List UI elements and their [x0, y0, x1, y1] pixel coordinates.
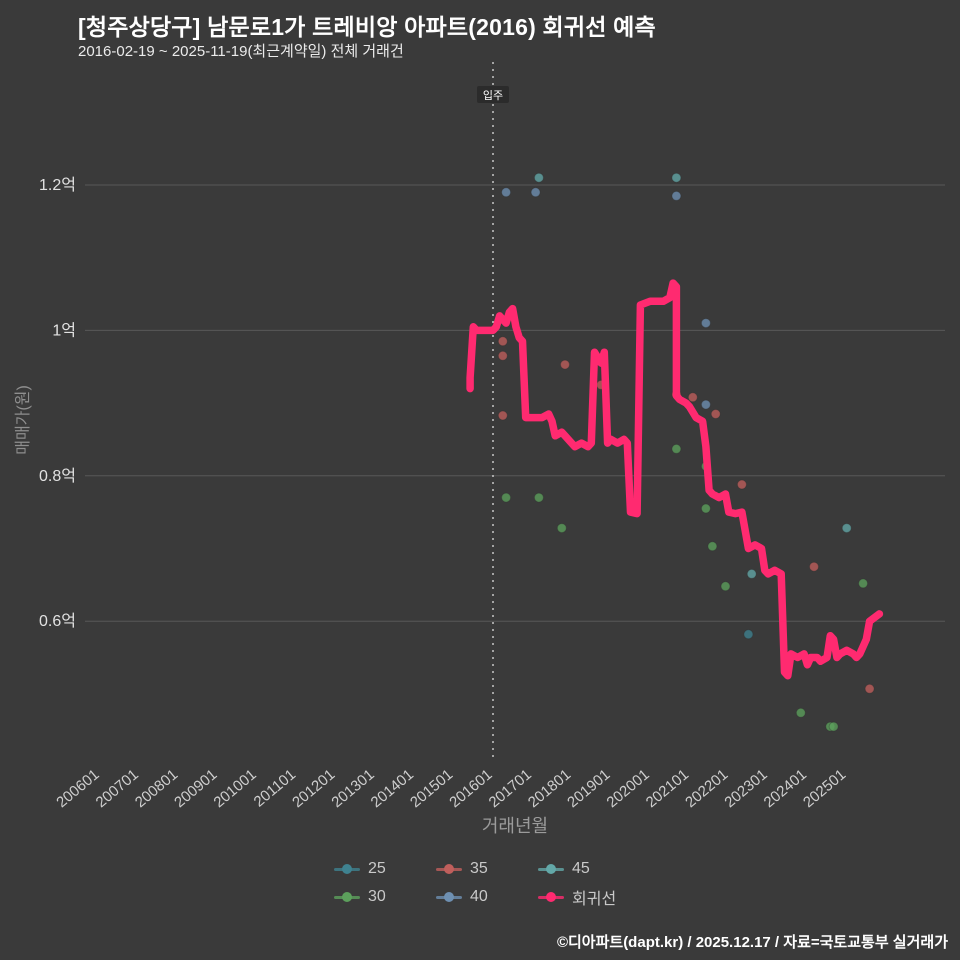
scatter-point-45 [746, 568, 757, 579]
x-axis-title: 거래년월 [482, 816, 548, 836]
legend: 25 35 45 30 40 회귀선 [0, 860, 960, 909]
legend-item-40: 40 [436, 885, 524, 909]
x-tick-label: 200701 [93, 766, 142, 811]
y-tick-label: 1억 [52, 321, 76, 339]
x-tick-label: 201801 [525, 766, 574, 811]
legend-label: 30 [368, 888, 386, 905]
scatter-point-40 [530, 187, 541, 198]
scatter-point-40 [501, 187, 512, 198]
x-tick-label: 200901 [171, 766, 220, 811]
legend-marker-icon [436, 891, 462, 904]
scatter-point-45 [533, 172, 544, 183]
legend-label: 회귀선 [572, 891, 617, 908]
x-tick-label: 201401 [368, 766, 417, 811]
scatter-point-25 [743, 629, 754, 640]
x-tick-label: 201301 [328, 766, 377, 811]
legend-item-30: 30 [334, 885, 422, 909]
y-tick-label: 1.2억 [39, 176, 76, 194]
x-tick-label: 202401 [761, 766, 810, 811]
legend-marker-icon [538, 891, 564, 904]
scatter-point-30 [828, 721, 839, 732]
x-tick-label: 202301 [721, 766, 770, 811]
x-tick-label: 202001 [603, 766, 652, 811]
x-tick-label: 201701 [486, 766, 535, 811]
scatter-point-40 [671, 190, 682, 201]
move-in-marker: 입주 [477, 86, 509, 103]
scatter-point-35 [560, 359, 570, 370]
x-tick-label: 200801 [132, 766, 181, 811]
move-in-badge [477, 86, 509, 103]
legend-marker-icon [436, 863, 462, 876]
legend-item-45: 45 [538, 860, 626, 878]
scatter-point-30 [671, 443, 682, 454]
scatter-point-45 [841, 523, 852, 534]
y-tick-label: 0.6억 [39, 612, 76, 630]
scatter-point-40 [700, 399, 711, 410]
x-tick-label: 201501 [407, 766, 456, 811]
legend-marker-icon [334, 891, 360, 904]
y-tick-label: 0.8억 [39, 467, 76, 485]
legend-item-35: 35 [436, 860, 524, 878]
legend-marker-icon [334, 863, 360, 876]
x-tick-label: 202201 [682, 766, 731, 811]
chart-title: [청주상당구] 남문로1가 트레비앙 아파트(2016) 회귀선 예측 [78, 14, 656, 40]
scatter-point-30 [533, 492, 544, 503]
x-tick-label: 202101 [643, 766, 692, 811]
footer-credit: ©디아파트(dapt.kr) / 2025.12.17 / 자료=국토교통부 실… [556, 934, 948, 951]
scatter-point-30 [795, 707, 806, 718]
scatter-point-35 [687, 392, 698, 403]
x-tick-label: 201101 [251, 766, 299, 810]
legend-label: 35 [470, 860, 488, 877]
scatter-point-35 [710, 409, 721, 419]
move-in-label: 입주 [483, 89, 503, 102]
legend-item-회귀선: 회귀선 [538, 885, 626, 909]
scatter-point-40 [700, 318, 711, 329]
legend-item-25: 25 [334, 860, 422, 878]
x-tick-label: 200601 [53, 766, 102, 811]
scatter-point-35 [864, 683, 875, 694]
scatter-point-30 [720, 581, 731, 592]
scatter-point-30 [556, 523, 567, 534]
scatter-point-35 [497, 336, 508, 347]
scatter-point-30 [858, 578, 869, 589]
scatter-point-30 [707, 541, 718, 552]
legend-label: 40 [470, 888, 488, 905]
chart-canvas: 1.2억1억0.8억0.6억20060120070120080120090120… [14, 62, 945, 836]
scatter-point-35 [497, 410, 508, 421]
legend-marker-icon [538, 863, 564, 876]
x-tick-label: 201001 [210, 766, 259, 811]
x-tick-label: 201901 [564, 766, 613, 811]
scatter-point-30 [501, 492, 512, 503]
scatter-point-35 [497, 350, 508, 361]
regression-line [466, 279, 884, 680]
scatter-point-45 [671, 172, 682, 183]
x-tick-label: 201201 [289, 766, 338, 811]
y-axis-title: 매매가(원) [14, 385, 32, 455]
scatter-point-35 [736, 479, 747, 490]
x-tick-label: 202501 [800, 766, 849, 811]
legend-row: 25 35 45 [334, 860, 626, 878]
scatter-point-35 [809, 561, 819, 572]
legend-label: 25 [368, 860, 386, 877]
x-tick-label: 201601 [446, 766, 495, 811]
legend-row: 30 40 회귀선 [334, 885, 626, 909]
chart-subtitle: 2016-02-19 ~ 2025-11-19(최근계약일) 전체 거래건 [78, 43, 404, 60]
legend-label: 45 [572, 860, 590, 877]
scatter-point-30 [700, 503, 711, 514]
